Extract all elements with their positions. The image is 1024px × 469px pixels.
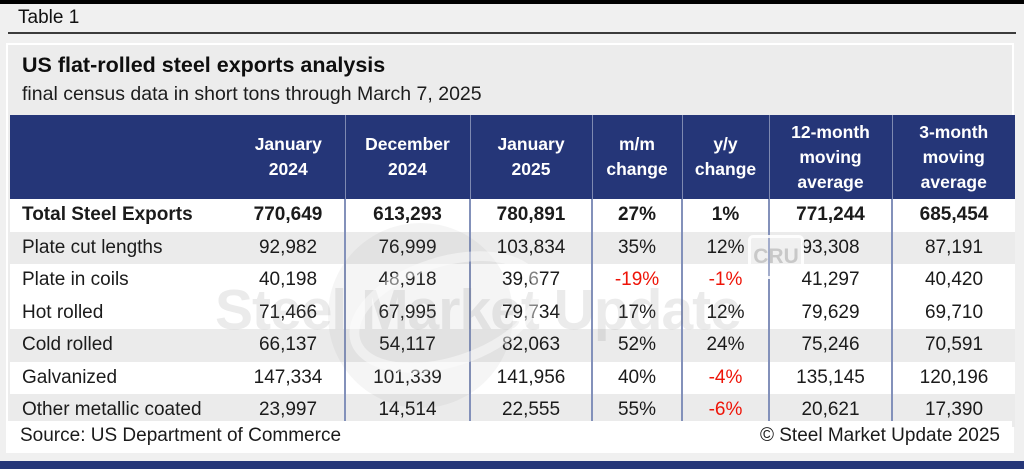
header-row: January 2024 December 2024 January 2025 m/m… bbox=[10, 115, 1015, 199]
cell: 147,334 bbox=[232, 361, 345, 394]
cell: 40% bbox=[591, 361, 682, 394]
cell: 93,308 bbox=[768, 231, 892, 264]
cell: 685,454 bbox=[891, 199, 1015, 232]
cell: 12% bbox=[681, 296, 769, 329]
cell: 40,198 bbox=[232, 264, 345, 297]
table-row: Plate in coils 40,198 48,918 39,677 -19% -1% 4… bbox=[10, 264, 1015, 297]
cell: 12% bbox=[681, 231, 769, 264]
cell: 1% bbox=[681, 199, 769, 232]
cell: 613,293 bbox=[344, 199, 470, 232]
cell: 24% bbox=[681, 329, 769, 362]
column-header: January 2025 bbox=[469, 115, 592, 199]
table-body: Total Steel Exports 770,649 613,293 780,891… bbox=[10, 199, 1015, 427]
cell: 135,145 bbox=[768, 361, 892, 394]
column-header: December 2024 bbox=[344, 115, 470, 199]
cell: -4% bbox=[681, 361, 769, 394]
column-header-empty bbox=[10, 115, 232, 199]
cell: 67,995 bbox=[344, 296, 470, 329]
row-label: Total Steel Exports bbox=[10, 199, 232, 232]
table-container: January 2024 December 2024 January 2025 m/m… bbox=[10, 115, 1015, 427]
cell: 41,297 bbox=[768, 264, 892, 297]
cell: 770,649 bbox=[232, 199, 345, 232]
row-label: Hot rolled bbox=[10, 296, 232, 329]
column-header: m/m change bbox=[591, 115, 682, 199]
row-label: Cold rolled bbox=[10, 329, 232, 362]
column-header: 3-month moving average bbox=[891, 115, 1015, 199]
table-row: Total Steel Exports 770,649 613,293 780,891… bbox=[10, 199, 1015, 232]
cell: 82,063 bbox=[469, 329, 592, 362]
cell: -19% bbox=[591, 264, 682, 297]
exports-table: January 2024 December 2024 January 2025 m/m… bbox=[10, 115, 1015, 427]
table-row: Hot rolled 71,466 67,995 79,734 17% 12% 79,629… bbox=[10, 296, 1015, 329]
table-row: Plate cut lengths 92,982 76,999 103,834 35% 1… bbox=[10, 231, 1015, 264]
cell: 70,591 bbox=[891, 329, 1015, 362]
cell: 92,982 bbox=[232, 231, 345, 264]
column-header: January 2024 bbox=[232, 115, 345, 199]
source-bar: Source: US Department of Commerce © Stee… bbox=[8, 421, 1012, 451]
cell: 54,117 bbox=[344, 329, 470, 362]
cell: 103,834 bbox=[469, 231, 592, 264]
column-header: 12-month moving average bbox=[768, 115, 892, 199]
table-header: January 2024 December 2024 January 2025 m/m… bbox=[10, 115, 1015, 199]
cell: 79,629 bbox=[768, 296, 892, 329]
divider-line bbox=[8, 32, 1016, 34]
cell: 75,246 bbox=[768, 329, 892, 362]
cell: 71,466 bbox=[232, 296, 345, 329]
cell: 35% bbox=[591, 231, 682, 264]
cell: 101,339 bbox=[344, 361, 470, 394]
cell: 69,710 bbox=[891, 296, 1015, 329]
cell: 780,891 bbox=[469, 199, 592, 232]
cell: 120,196 bbox=[891, 361, 1015, 394]
row-label: Galvanized bbox=[10, 361, 232, 394]
cell: 40,420 bbox=[891, 264, 1015, 297]
cell: 771,244 bbox=[768, 199, 892, 232]
cell: 39,677 bbox=[469, 264, 592, 297]
cell: 17% bbox=[591, 296, 682, 329]
row-label: Plate in coils bbox=[10, 264, 232, 297]
cell: 66,137 bbox=[232, 329, 345, 362]
cell: 87,191 bbox=[891, 231, 1015, 264]
row-label: Plate cut lengths bbox=[10, 231, 232, 264]
cell: 141,956 bbox=[469, 361, 592, 394]
report-subtitle: final census data in short tons through … bbox=[22, 83, 482, 105]
report-card: US flat-rolled steel exports analysis fi… bbox=[6, 43, 1015, 453]
cell: 52% bbox=[591, 329, 682, 362]
cell: 27% bbox=[591, 199, 682, 232]
table-tag: Table 1 bbox=[18, 7, 80, 28]
table-row: Galvanized 147,334 101,339 141,956 40% -4% 135… bbox=[10, 361, 1015, 394]
table-row: Cold rolled 66,137 54,117 82,063 52% 24% 75,24… bbox=[10, 329, 1015, 362]
cell: 79,734 bbox=[469, 296, 592, 329]
top-black-bar bbox=[0, 0, 1024, 4]
cell: 48,918 bbox=[344, 264, 470, 297]
cell: -1% bbox=[681, 264, 769, 297]
cell: 76,999 bbox=[344, 231, 470, 264]
source-note: Source: US Department of Commerce bbox=[20, 425, 342, 446]
copyright-note: © Steel Market Update 2025 bbox=[759, 425, 1000, 446]
bottom-navy-bar bbox=[0, 461, 1024, 469]
report-title: US flat-rolled steel exports analysis bbox=[22, 53, 386, 77]
column-header: y/y change bbox=[681, 115, 769, 199]
